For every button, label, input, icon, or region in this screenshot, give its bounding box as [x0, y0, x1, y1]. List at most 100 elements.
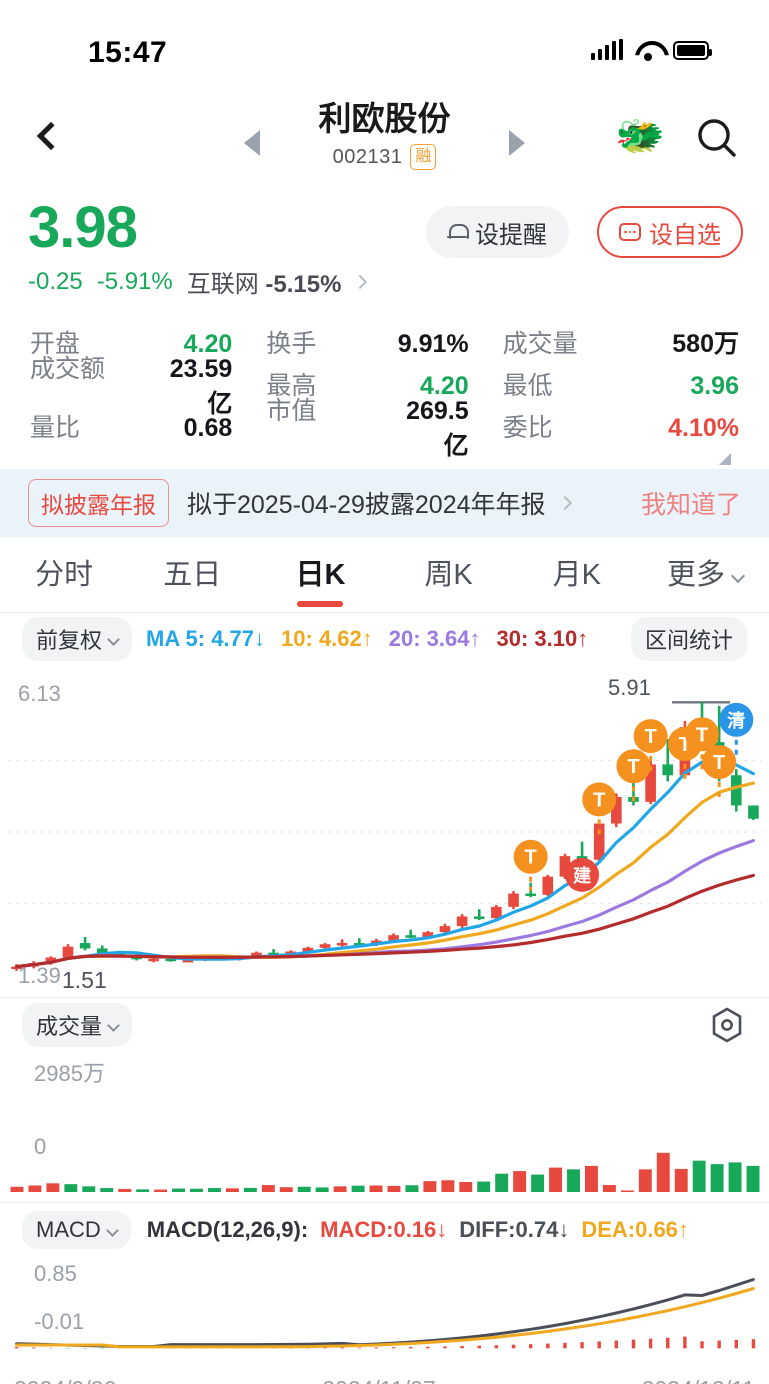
panel-divider	[0, 1202, 769, 1203]
stat-value: 269.5亿	[406, 396, 469, 460]
nav-title-block: 利欧股份 002131 融	[0, 98, 769, 170]
axis-bottom-label: 1.39	[18, 963, 61, 988]
macd-indicator-chip[interactable]: MACD	[22, 1211, 131, 1249]
stat-label: 量比	[30, 414, 81, 442]
date-mid: 2024/11/07	[322, 1376, 435, 1384]
svg-text:T: T	[593, 789, 605, 811]
stat-label: 最高	[266, 372, 317, 400]
stat-label: 成交量	[502, 330, 578, 358]
stat-value: 0.68	[183, 414, 233, 442]
add-watchlist-button[interactable]: 设自选	[597, 206, 743, 258]
tab-daily-k[interactable]: 日K	[256, 537, 384, 613]
volume-max-label: 2985万	[34, 1061, 105, 1086]
sector-link[interactable]: 互联网 -5.15%	[187, 264, 342, 299]
notice-banner[interactable]: 拟披露年报 拟于2025-04-29披露2024年年报 我知道了	[0, 469, 769, 537]
macd-values: MACD(12,26,9): MACD:0.16↓ DIFF:0.74↓ DEA…	[147, 1217, 689, 1243]
stat-value: 23.59亿	[169, 354, 233, 418]
stat-value: 3.96	[690, 372, 739, 400]
volume-svg	[10, 1152, 760, 1192]
tab-label: 日K	[295, 558, 346, 591]
stock-code: 002131	[332, 145, 403, 168]
dea-value: DEA:0.66↑	[581, 1217, 689, 1242]
volume-header: 成交量	[0, 998, 769, 1052]
adjust-mode-chip[interactable]: 前复权	[22, 617, 133, 661]
sector-name: 互联网	[186, 271, 259, 298]
volume-chart[interactable]: 2985万 0	[0, 1052, 769, 1202]
chevron-down-icon	[105, 1223, 119, 1237]
tab-label: 月K	[552, 558, 601, 591]
next-stock-button[interactable]	[509, 130, 525, 156]
macd-svg	[14, 1278, 756, 1349]
macd-top-label: 0.85	[34, 1261, 77, 1286]
expand-stats-icon[interactable]	[719, 453, 731, 465]
stat-high: 最高 4.20	[266, 366, 502, 402]
wifi-icon	[635, 40, 661, 61]
volume-chip-label: 成交量	[36, 1014, 103, 1039]
date-axis: 2024/9/26 2024/11/07 2024/12/11	[0, 1367, 769, 1384]
nav-header: 利欧股份 002131 融 🐲	[0, 92, 769, 184]
panel-divider	[0, 997, 769, 998]
hex-gear-icon[interactable]	[707, 1005, 747, 1045]
svg-text:T: T	[713, 752, 725, 774]
svg-text:T: T	[525, 847, 537, 869]
stat-open: 开盘 4.20	[30, 324, 266, 360]
ma-values: MA 5: 4.77↓ 10: 4.62↑ 20: 3.64↑ 30: 3.10…	[146, 626, 617, 652]
notice-dismiss-button[interactable]: 我知道了	[640, 491, 741, 519]
macd-formula: MACD(12,26,9):	[146, 1217, 309, 1242]
tab-wuri[interactable]: 五日	[128, 537, 256, 613]
status-time: 15:47	[88, 36, 168, 69]
search-icon[interactable]	[695, 116, 739, 160]
stats-grid: 开盘 4.20 换手 9.91% 成交量 580万 成交额 23.59亿 最高 …	[0, 321, 769, 465]
date-start: 2024/9/26	[14, 1376, 116, 1384]
stat-value: 580万	[672, 330, 739, 358]
macd-chip-label: MACD	[36, 1217, 101, 1242]
tab-monthly-k[interactable]: 月K	[513, 537, 641, 613]
ma-legend-bar: 前复权 MA 5: 4.77↓ 10: 4.62↑ 20: 3.64↑ 30: …	[0, 613, 769, 665]
tab-weekly-k[interactable]: 周K	[385, 537, 513, 613]
signal-bars-icon	[591, 39, 623, 60]
stat-value: 4.20	[183, 330, 233, 358]
notice-text: 拟于2025-04-29披露2024年年报	[187, 491, 546, 519]
stats-row: 量比 0.68 市值 269.5亿 委比 4.10%	[30, 397, 739, 460]
stat-volume: 成交量 580万	[503, 324, 739, 360]
mascot-face-icon[interactable]: 🐲	[615, 114, 665, 158]
volume-indicator-chip[interactable]: 成交量	[22, 1003, 133, 1047]
ma5-value: MA 5: 4.77↓	[146, 626, 266, 651]
stat-amount: 成交额 23.59亿	[30, 349, 266, 420]
set-alert-button[interactable]: 设提醒	[426, 206, 569, 258]
svg-text:T: T	[645, 726, 657, 748]
stat-volume-ratio: 量比 0.68	[30, 408, 266, 444]
tab-label: 周K	[424, 558, 473, 591]
sector-change-pct: -5.15%	[265, 271, 342, 298]
tab-more[interactable]: 更多	[641, 537, 769, 613]
notice-badge: 拟披露年报	[28, 479, 169, 527]
notice-text-wrap[interactable]: 拟于2025-04-29披露2024年年报	[187, 485, 623, 521]
high-price-marker: 5.91	[608, 675, 651, 700]
quote-block: 3.98 -0.25 -5.91% 互联网 -5.15% 设提醒 设自选	[0, 184, 769, 299]
stats-row: 开盘 4.20 换手 9.91% 成交量 580万	[30, 321, 739, 363]
tab-fenshi[interactable]: 分时	[0, 537, 128, 613]
stat-turnover: 换手 9.91%	[266, 324, 502, 360]
ma20-value: 20: 3.64↑	[388, 626, 481, 651]
stat-label: 委比	[502, 414, 553, 442]
current-price: 3.98	[28, 195, 138, 260]
margin-badge: 融	[410, 144, 437, 170]
tab-label: 更多	[666, 558, 725, 591]
range-stats-button[interactable]: 区间统计	[630, 617, 747, 661]
stats-row: 成交额 23.59亿 最高 4.20 最低 3.96	[30, 355, 739, 418]
macd-chart[interactable]: 0.85 -0.01	[0, 1257, 769, 1367]
set-alert-label: 设提醒	[475, 221, 547, 249]
stat-low: 最低 3.96	[503, 366, 739, 402]
add-watchlist-label: 设自选	[649, 221, 721, 249]
chevron-down-icon	[730, 568, 746, 583]
svg-text:T: T	[696, 724, 708, 746]
chevron-down-icon	[107, 632, 120, 646]
stat-label: 市值	[266, 396, 317, 425]
prev-stock-button[interactable]	[244, 130, 260, 156]
stat-value: 4.10%	[668, 414, 739, 442]
change-row: -0.25 -5.91% 互联网 -5.15%	[28, 264, 741, 299]
price-change-pct: -5.91%	[96, 267, 173, 295]
page-title: 利欧股份	[318, 100, 451, 137]
